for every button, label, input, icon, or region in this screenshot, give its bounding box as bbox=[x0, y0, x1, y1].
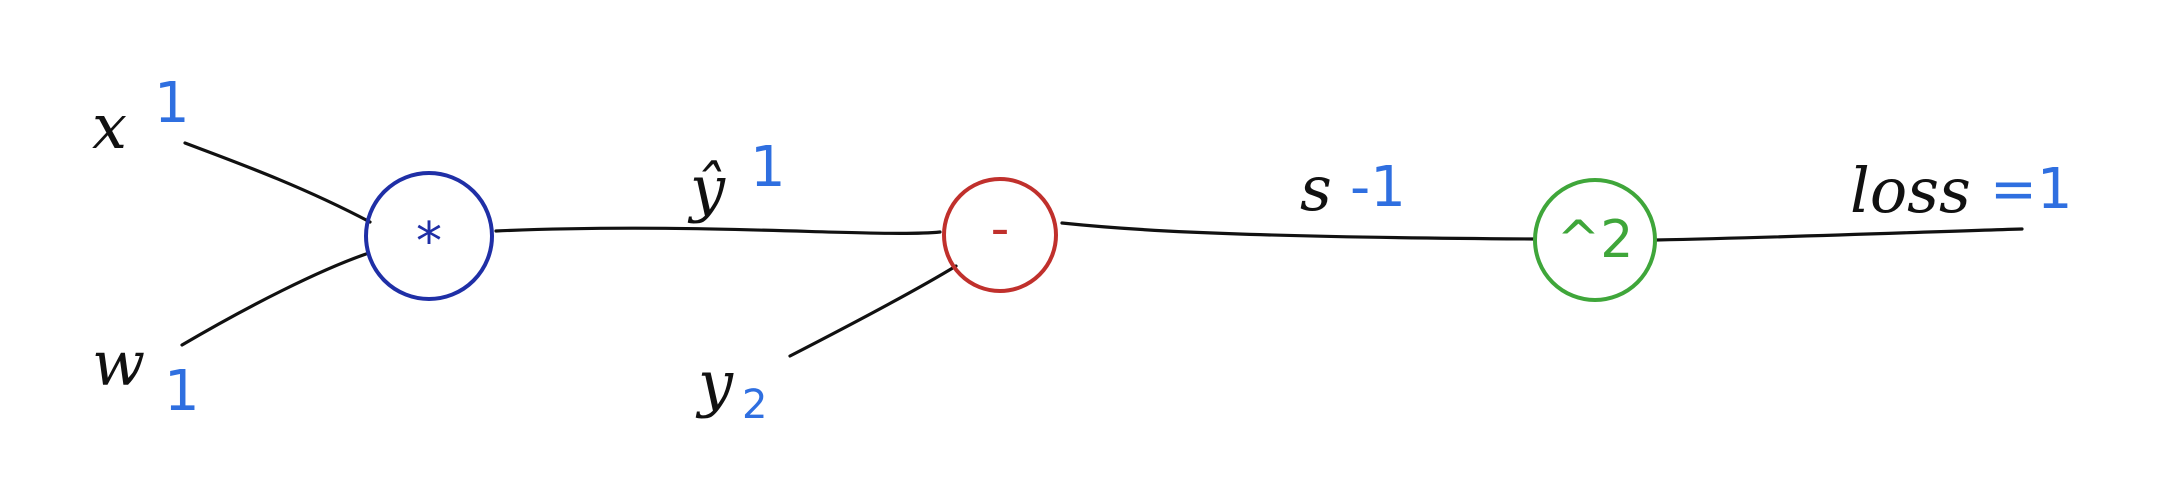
subtract-operator: - bbox=[991, 199, 1010, 259]
edge-s-label: s bbox=[1300, 152, 1332, 225]
input-x-label: x bbox=[92, 90, 127, 163]
input-w-value: 1 bbox=[164, 359, 200, 424]
edge-s-value: -1 bbox=[1350, 155, 1406, 220]
edge-yhat-label: ŷ bbox=[687, 152, 726, 225]
edge-mul-to-sub bbox=[494, 226, 942, 235]
square-node: ^2 bbox=[1533, 178, 1657, 302]
subtract-node: - bbox=[942, 177, 1058, 293]
edge-sub-to-pow bbox=[1060, 221, 1537, 241]
input-x-value: 1 bbox=[154, 71, 190, 136]
edge-yhat-value: 1 bbox=[750, 135, 786, 200]
output-loss-label: loss bbox=[1850, 154, 1971, 227]
input-w-label: w bbox=[92, 327, 145, 400]
square-operator: ^2 bbox=[1557, 210, 1634, 270]
input-y-label: y bbox=[695, 347, 734, 420]
output-loss-value: =1 bbox=[1990, 157, 2073, 222]
input-y-value: 2 bbox=[742, 382, 767, 428]
edge-pow-to-loss bbox=[1654, 227, 2024, 242]
multiply-node: * bbox=[364, 171, 494, 301]
edge-w-to-mul bbox=[180, 252, 368, 347]
edge-y-to-sub bbox=[788, 264, 958, 358]
multiply-operator: * bbox=[416, 212, 442, 272]
edge-x-to-mul bbox=[183, 141, 372, 224]
